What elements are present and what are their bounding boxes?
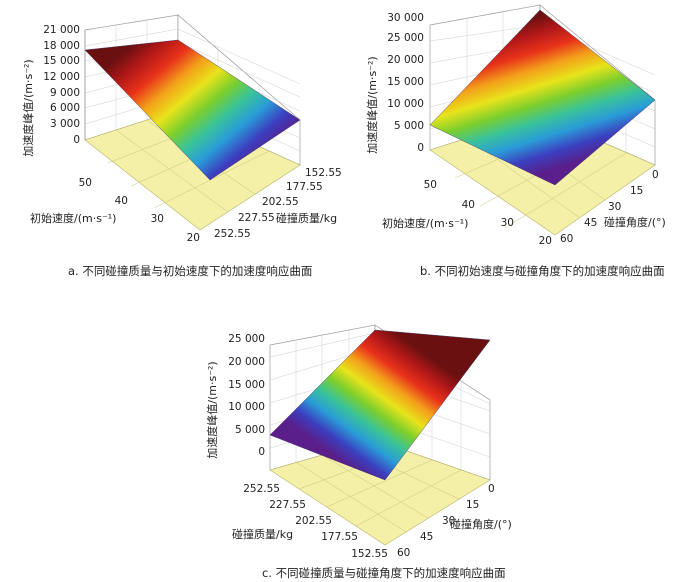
chart-b-z-tick: 20 000 [387, 54, 424, 66]
chart-a-z-tick: 15 000 [43, 55, 80, 67]
chart-c-y-tick: 227.55 [269, 499, 306, 511]
chart-c-z-tick: 10 000 [228, 401, 265, 413]
chart-c-x-tick: 0 [488, 483, 495, 495]
chart-c-z-tick: 0 [258, 446, 265, 458]
chart-b-x-tick: 60 [560, 233, 573, 245]
chart-c-x-tick: 30 [442, 515, 455, 527]
chart-a-y-label: 初始速度/(m·s⁻¹) [30, 211, 116, 225]
chart-a-y-tick: 50 [79, 177, 92, 189]
chart-b-x-ticks: 0 15 30 45 60 [560, 169, 659, 245]
chart-b-y-label: 初始速度/(m·s⁻¹) [382, 216, 468, 230]
chart-b-y-tick: 40 [462, 199, 475, 211]
chart-a-z-tick: 3 000 [50, 118, 80, 130]
chart-b-z-tick: 5 000 [394, 120, 424, 132]
chart-c-x-tick: 15 [466, 499, 479, 511]
chart-c-z-tick: 5 000 [235, 424, 265, 436]
chart-a-y-tick: 40 [115, 195, 128, 207]
chart-b-caption: b. 不同初始速度与碰撞角度下的加速度响应曲面 [420, 264, 665, 278]
chart-c-z-tick: 15 000 [228, 379, 265, 391]
chart-c-y-label: 碰撞质量/kg [232, 527, 293, 541]
chart-b-z-ticks: 0 5 000 10 000 15 000 20 000 25 000 30 0… [387, 12, 424, 154]
chart-c-y-tick: 202.55 [295, 515, 332, 527]
chart-a-z-tick: 18 000 [43, 40, 80, 52]
chart-b-y-tick: 20 [539, 235, 552, 247]
chart-a-x-tick: 152.55 [305, 167, 342, 179]
chart-c-y-tick: 252.55 [243, 483, 280, 495]
chart-c-x-ticks: 0 15 30 45 60 [397, 483, 495, 559]
chart-a-y-tick: 30 [151, 213, 164, 225]
chart-a-x-tick: 227.55 [238, 212, 275, 224]
chart-a-x-tick: 177.55 [286, 181, 323, 193]
chart-c-y-tick: 177.55 [321, 531, 358, 543]
chart-b-x-tick: 15 [630, 185, 643, 197]
chart-a-z-tick: 0 [73, 134, 80, 146]
chart-b-x-tick: 0 [652, 169, 659, 181]
chart-a-y-tick: 20 [187, 232, 200, 244]
chart-b-z-tick: 15 000 [387, 76, 424, 88]
chart-a-x-tick: 202.55 [262, 196, 299, 208]
chart-b-z-tick: 30 000 [387, 12, 424, 24]
chart-b-y-tick: 30 [501, 217, 514, 229]
chart-a-z-tick: 6 000 [50, 102, 80, 114]
chart-c-caption: c. 不同碰撞质量与碰撞角度下的加速度响应曲面 [262, 566, 506, 580]
chart-b-z-tick: 25 000 [387, 32, 424, 44]
chart-c-surface [269, 329, 491, 481]
chart-c-z-label: 加速度峰值/(m·s⁻²) [205, 361, 219, 458]
chart-b-surface [429, 9, 656, 186]
chart-b: 0 5 000 10 000 15 000 20 000 25 000 30 0… [365, 4, 666, 278]
chart-b-z-tick: 10 000 [387, 98, 424, 110]
chart-c-x-tick: 60 [397, 547, 410, 559]
chart-b-z-tick: 0 [417, 142, 424, 154]
chart-a-x-ticks: 152.55 177.55 202.55 227.55 252.55 [214, 167, 342, 240]
chart-c-y-ticks: 252.55 227.55 202.55 177.55 152.55 [243, 483, 388, 560]
chart-b-x-tick: 30 [608, 201, 621, 213]
chart-b-z-label: 加速度峰值/(m·s⁻²) [365, 56, 379, 153]
chart-c-z-tick: 20 000 [228, 356, 265, 368]
chart-a-z-tick: 21 000 [43, 24, 80, 36]
chart-c: 0 5 000 10 000 15 000 20 000 25 000 加速度峰… [205, 324, 512, 580]
chart-a-surface [84, 39, 301, 181]
chart-b-y-ticks: 50 40 30 20 [424, 179, 552, 247]
chart-a-z-ticks: 0 3 000 6 000 9 000 12 000 15 000 18 000… [43, 24, 80, 146]
chart-b-y-tick: 50 [424, 179, 437, 191]
chart-a-z-tick: 12 000 [43, 71, 80, 83]
chart-a-z-tick: 9 000 [50, 87, 80, 99]
chart-a-x-label: 碰撞质量/kg [276, 211, 337, 225]
chart-a-x-tick: 252.55 [214, 228, 251, 240]
chart-c-z-ticks: 0 5 000 10 000 15 000 20 000 25 000 [228, 333, 265, 458]
chart-c-x-tick: 45 [420, 531, 433, 543]
chart-c-y-tick: 152.55 [351, 548, 388, 560]
chart-c-x-label: 碰撞角度/(°) [450, 517, 512, 531]
chart-b-x-tick: 45 [584, 217, 597, 229]
chart-a-caption: a. 不同碰撞质量与初始速度下的加速度响应曲面 [68, 264, 312, 278]
chart-b-x-label: 碰撞角度/(°) [604, 215, 666, 229]
chart-a: 0 3 000 6 000 9 000 12 000 15 000 18 000… [21, 14, 342, 278]
chart-a-y-ticks: 50 40 30 20 [79, 177, 200, 244]
chart-c-z-tick: 25 000 [228, 333, 265, 345]
chart-a-z-label: 加速度峰值/(m·s⁻²) [21, 59, 35, 156]
